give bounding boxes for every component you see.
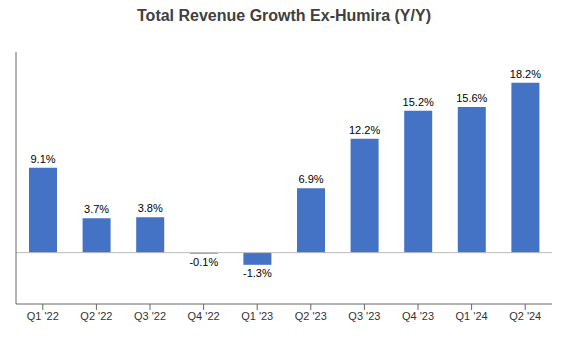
svg-text:Q3 '22: Q3 '22 [134, 310, 166, 322]
svg-text:-0.1%: -0.1% [189, 256, 218, 268]
svg-text:Q4 '23: Q4 '23 [402, 310, 434, 322]
svg-text:18.2%: 18.2% [510, 68, 541, 80]
svg-text:6.9%: 6.9% [298, 173, 323, 185]
svg-text:3.8%: 3.8% [138, 202, 163, 214]
svg-text:9.1%: 9.1% [30, 153, 55, 165]
svg-text:3.7%: 3.7% [84, 203, 109, 215]
svg-text:Q2 '22: Q2 '22 [80, 310, 112, 322]
svg-text:15.6%: 15.6% [456, 92, 487, 104]
svg-text:Q1 '23: Q1 '23 [241, 310, 273, 322]
svg-text:-1.3%: -1.3% [243, 267, 272, 279]
svg-text:Q2 '23: Q2 '23 [295, 310, 327, 322]
svg-text:Q2 '24: Q2 '24 [509, 310, 541, 322]
svg-text:Q1 '24: Q1 '24 [456, 310, 488, 322]
html-text:Total Revenue Growth Ex-Humira: Total Revenue Growth Ex-Humira (Y/Y) [137, 7, 431, 24]
svg-text:Q1 '22: Q1 '22 [27, 310, 59, 322]
svg-text:12.2%: 12.2% [349, 124, 380, 136]
svg-text:Q3 '23: Q3 '23 [348, 310, 380, 322]
svg-text:15.2%: 15.2% [403, 96, 434, 108]
svg-text:Q4 '22: Q4 '22 [188, 310, 220, 322]
